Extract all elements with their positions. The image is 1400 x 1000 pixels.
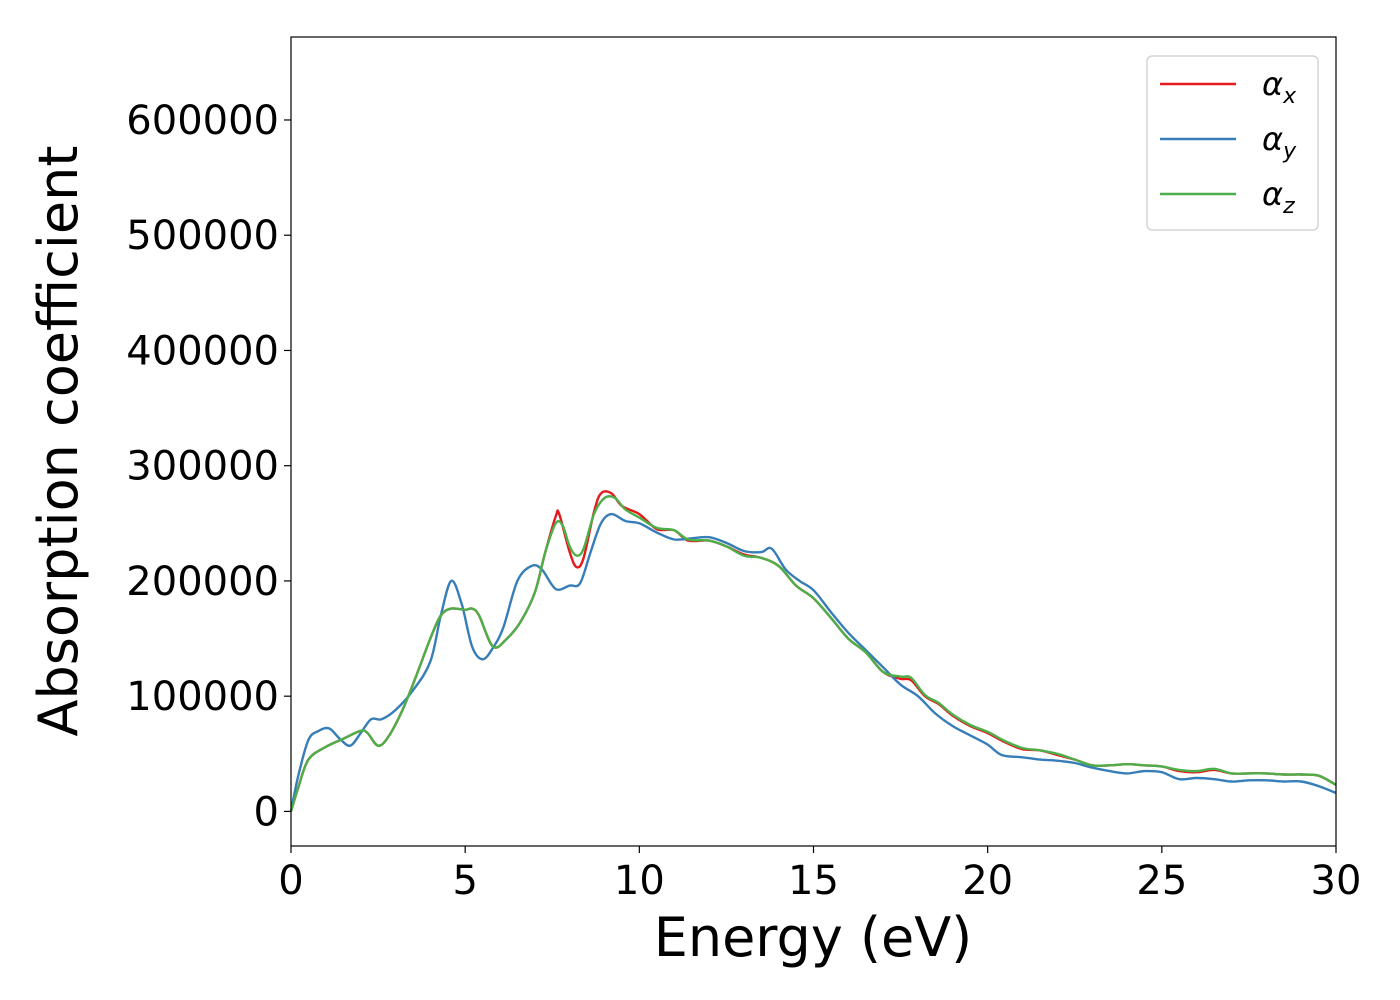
legend-label-x: αx xyxy=(1262,65,1297,109)
y-tick-label: 500000 xyxy=(126,213,279,259)
y-tick-label: 200000 xyxy=(126,559,279,605)
legend-box xyxy=(1146,55,1319,231)
x-tick-label: 25 xyxy=(1136,858,1187,904)
y-tick-label: 300000 xyxy=(126,444,279,490)
x-axis: 0 5 10 15 20 25 30 xyxy=(278,846,1361,904)
x-axis-label: Energy (eV) xyxy=(654,906,973,969)
series-line-y xyxy=(289,512,1337,812)
series-layer xyxy=(289,490,1337,812)
x-tick-label: 15 xyxy=(788,858,839,904)
y-tick-label: 600000 xyxy=(126,98,279,144)
y-tick-label: 400000 xyxy=(126,328,279,374)
plot-frame xyxy=(290,36,1337,847)
x-tick-label: 5 xyxy=(452,858,477,904)
legend: αx αy αz xyxy=(1146,55,1319,231)
x-tick-label: 30 xyxy=(1311,858,1362,904)
legend-label-y: αy xyxy=(1262,120,1297,164)
legend-label-z: αz xyxy=(1262,175,1295,219)
y-tick-label: 0 xyxy=(254,789,279,835)
series-line-z xyxy=(289,495,1337,812)
x-tick-label: 20 xyxy=(962,858,1013,904)
x-tick-label: 10 xyxy=(614,858,665,904)
x-tick-label: 0 xyxy=(278,858,303,904)
y-tick-label: 100000 xyxy=(126,674,279,720)
y-axis: 0 100000 200000 300000 400000 500000 600000 xyxy=(126,98,291,835)
series-line-x xyxy=(289,490,1337,812)
y-axis-label: Absorption coefficient xyxy=(27,146,90,737)
